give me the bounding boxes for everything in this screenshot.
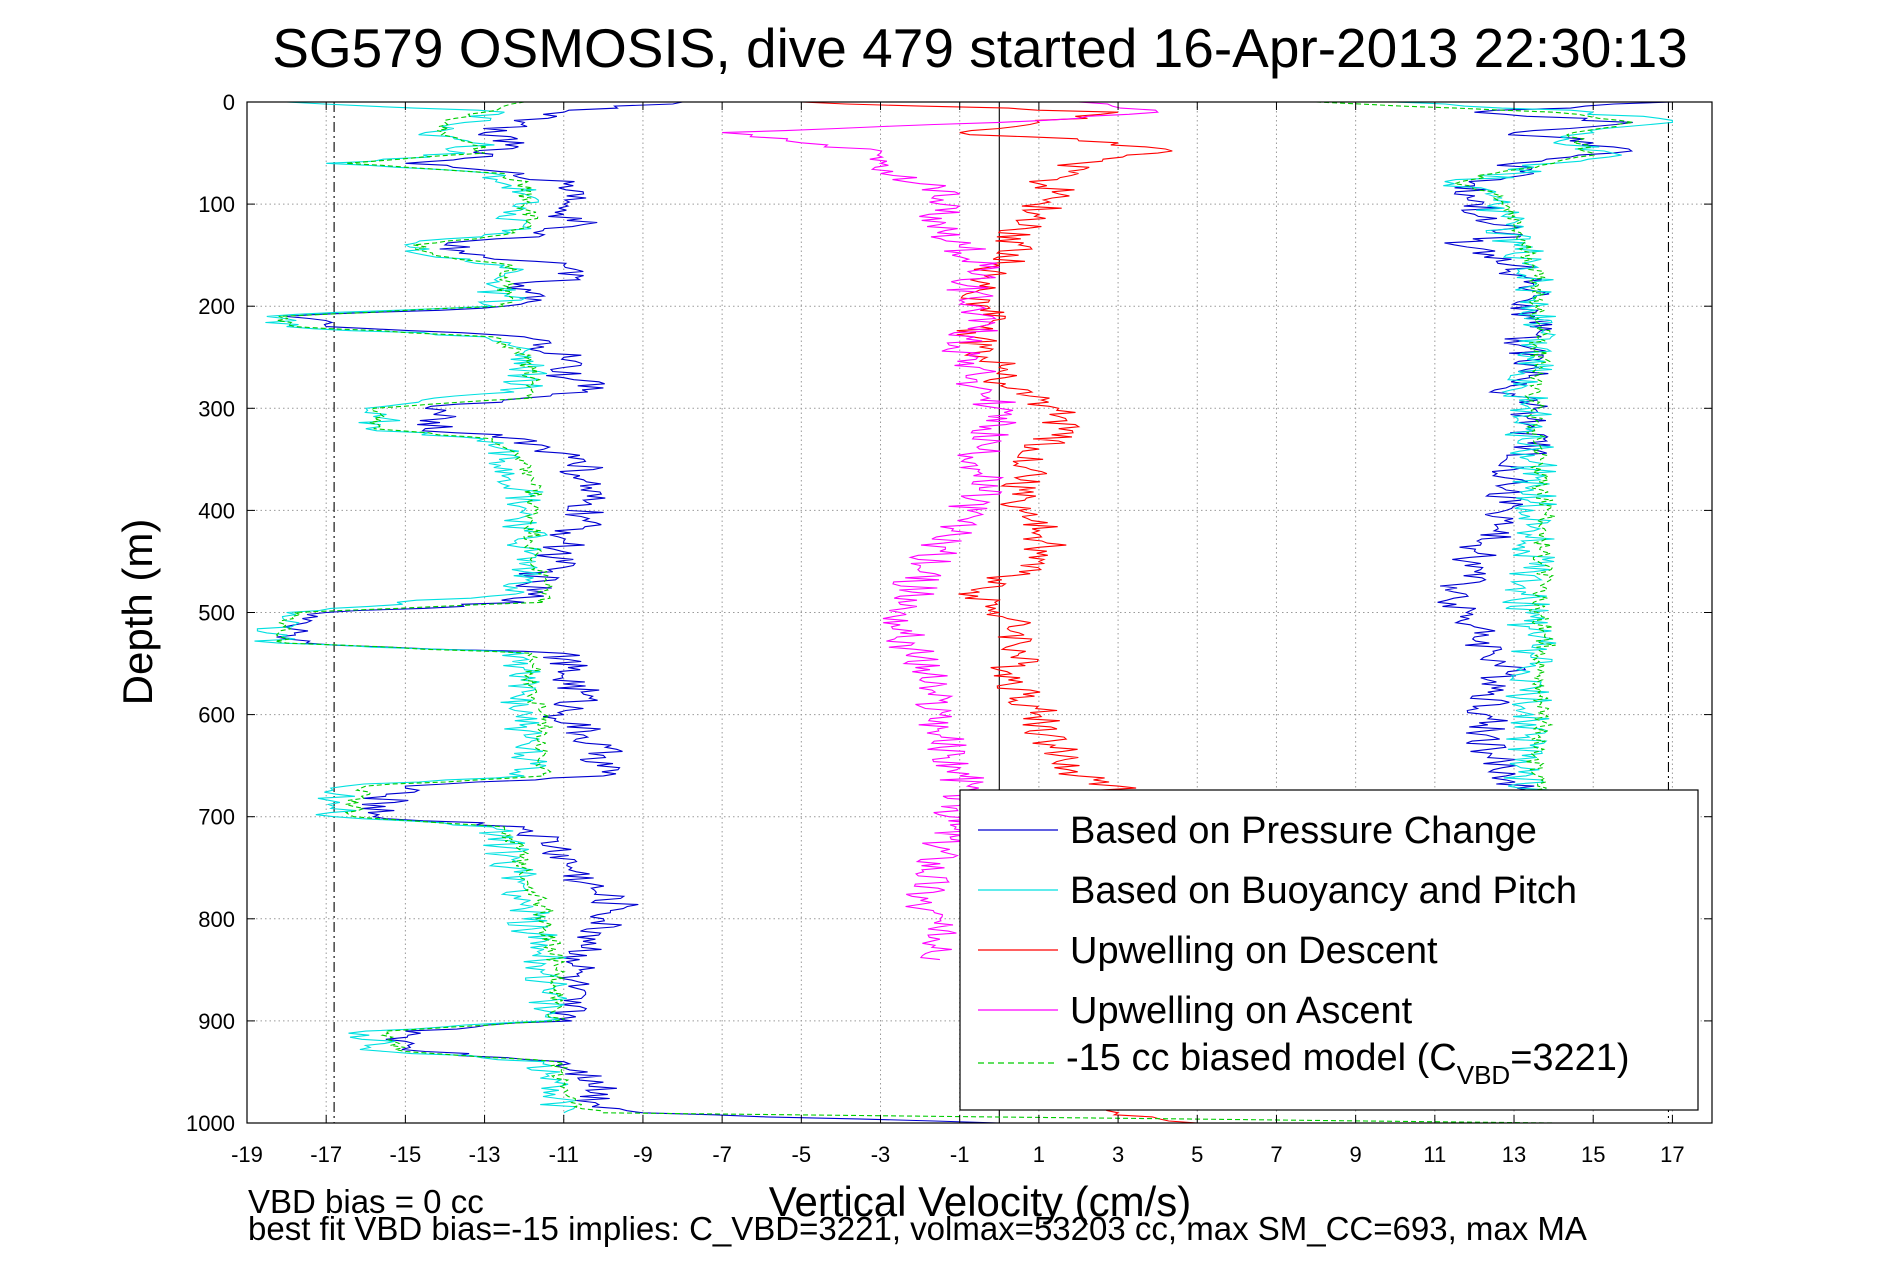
y-tick-label: 700 — [198, 805, 235, 830]
legend-label-pressure: Based on Pressure Change — [1070, 810, 1537, 852]
y-tick-label: 200 — [198, 294, 235, 319]
x-tick-label: -7 — [712, 1142, 732, 1167]
footer-bias: VBD bias = 0 cc — [248, 1183, 484, 1220]
y-tick-label: 600 — [198, 703, 235, 728]
y-tick-label: 0 — [223, 90, 235, 115]
x-tick-label: 11 — [1423, 1142, 1446, 1167]
x-tick-label: -13 — [469, 1142, 501, 1167]
grid — [246, 101, 1712, 1124]
y-tick-label: 900 — [198, 1009, 235, 1034]
legend-box — [959, 789, 1699, 1111]
x-axis-label: Vertical Velocity (cm/s) — [769, 1178, 1191, 1225]
x-tick-label: -15 — [389, 1142, 421, 1167]
y-axis-label: Depth (m) — [114, 519, 161, 706]
x-tick-label: -1 — [950, 1142, 970, 1167]
series-pressure-ascent-line — [1437, 101, 1673, 797]
legend-label-descent: Upwelling on Descent — [1070, 930, 1438, 972]
x-tick-label: -11 — [549, 1142, 579, 1167]
x-tick-label: 5 — [1191, 1142, 1203, 1167]
x-axis-ticks: -19 -17 -15 -13 -11 -9 -7 -5 -3 -1 1 3 5 7 9 11 13 15 17 — [231, 102, 1685, 1167]
x-tick-label: 9 — [1350, 1142, 1362, 1167]
series-lines — [254, 101, 1673, 1124]
x-tick-label: -9 — [633, 1142, 653, 1167]
legend-label-model: -15 cc biased model (CVBD=3221) — [1066, 1037, 1630, 1090]
y-tick-label: 1000 — [186, 1111, 235, 1136]
series-buoyancy-descent-line — [254, 101, 577, 1114]
series-buoyancy-ascent-line — [1395, 101, 1673, 797]
x-tick-label: 15 — [1581, 1142, 1605, 1167]
x-tick-label: -17 — [310, 1142, 342, 1167]
y-tick-label: 500 — [198, 601, 235, 626]
x-tick-label: 13 — [1502, 1142, 1526, 1167]
x-tick-label: 1 — [1033, 1142, 1045, 1167]
y-tick-label: 400 — [198, 498, 235, 523]
x-tick-label: 17 — [1660, 1142, 1684, 1167]
legend-model-sub: VBD — [1457, 1060, 1510, 1090]
x-tick-label: 7 — [1270, 1142, 1282, 1167]
x-tick-label: -5 — [792, 1142, 812, 1167]
series-model-ascent-line — [1316, 101, 1633, 797]
y-axis-ticks: 0 100 200 300 400 500 600 700 800 900 1000 — [186, 90, 1712, 1136]
y-tick-label: 100 — [198, 192, 235, 217]
chart-title: SG579 OSMOSIS, dive 479 started 16-Apr-2… — [272, 17, 1688, 79]
legend-model-suffix: =3221) — [1510, 1037, 1629, 1079]
series-ascent-line — [722, 101, 1159, 961]
footer-bestfit: best fit VBD bias=-15 implies: C_VBD=322… — [248, 1210, 1587, 1247]
legend-label-buoyancy: Based on Buoyancy and Pitch — [1070, 870, 1577, 912]
legend: Based on Pressure Change Based on Buoyan… — [959, 789, 1699, 1111]
series-pressure-descent-line — [276, 101, 1000, 1124]
x-tick-label: -19 — [231, 1142, 263, 1167]
x-tick-label: -3 — [871, 1142, 891, 1167]
y-tick-label: 300 — [198, 396, 235, 421]
x-tick-label: 3 — [1112, 1142, 1124, 1167]
legend-label-ascent: Upwelling on Ascent — [1070, 990, 1413, 1032]
y-tick-label: 800 — [198, 907, 235, 932]
legend-model-prefix: -15 cc biased model (C — [1066, 1037, 1457, 1079]
